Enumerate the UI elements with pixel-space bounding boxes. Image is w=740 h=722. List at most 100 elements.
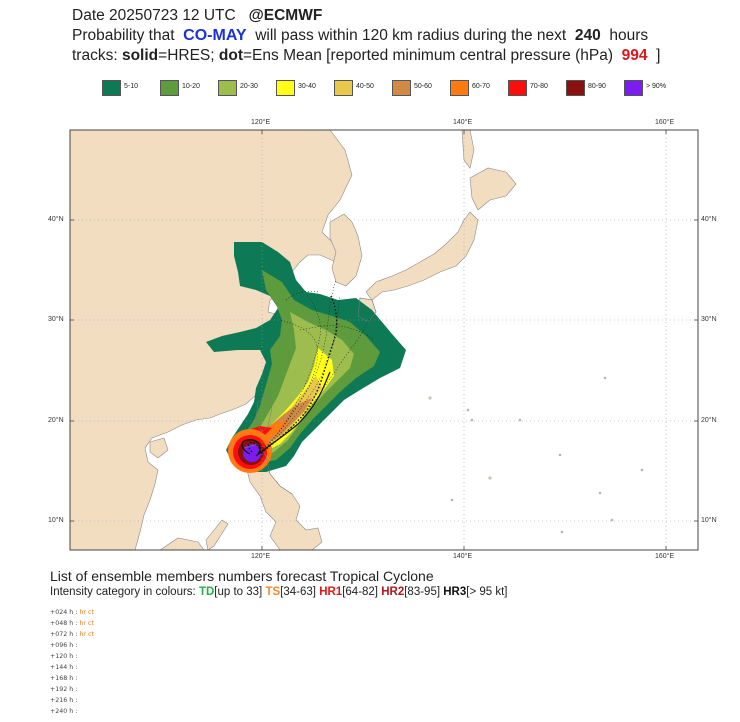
land-hainan [149,437,169,459]
hr2-label: HR2 [381,586,405,598]
member-row: +072 h : hr ct [50,630,94,639]
pressure-value: 994 [621,47,648,64]
ts-range: [34-63] [280,586,316,598]
row-lead: +216 h : [50,697,78,704]
solid-label: solid [121,47,159,64]
lon-label-bottom-120: 120°E [251,553,271,560]
row-lead: +096 h : [50,642,78,649]
hr1-range: [64-82] [342,586,379,598]
legend-label: 10-20 [182,83,200,90]
legend-label: 30-40 [298,83,316,90]
source-text: @ECMWF [248,7,323,24]
header-line-tracks: tracks: solid=HRES; dot=Ens Mean [report… [72,46,660,66]
member-row: +048 h : hr ct [50,619,94,628]
land-borneo [159,537,205,550]
map-frame [69,129,699,551]
lat-label-right-40: 40°N [701,216,717,223]
probability-shading [206,242,406,473]
row-lead: +120 h : [50,653,78,660]
hr3-label: HR3 [443,586,467,598]
lat-label-right-10: 10°N [701,517,717,524]
row-hr: hr [79,609,87,616]
legend-label: 80-90 [588,83,606,90]
land-pacific-islands [428,376,644,534]
legend-swatch [392,80,411,96]
legend-label: 20-30 [240,83,258,90]
row-ct: ct [88,631,94,638]
graticule [70,130,698,550]
row-lead: +144 h : [50,664,78,671]
lat-label-left-30: 30°N [48,316,64,323]
member-row: +096 h : [50,641,77,650]
row-ct: ct [88,620,94,627]
lat-label-left-40: 40°N [48,216,64,223]
member-row: +240 h : [50,707,77,716]
lat-label-right-30: 30°N [701,316,717,323]
hr2-range: [83-95] [404,586,441,598]
member-row: +168 h : [50,674,77,683]
axis-ticks [70,130,698,550]
lat-label-left-20: 20°N [48,417,64,424]
hours-value: 240 [574,27,601,44]
hres-track [241,371,331,457]
tracks-label: tracks: [72,47,118,64]
legend-swatch [624,80,643,96]
td-range: [up to 33] [214,586,263,598]
legend-label: 70-80 [530,83,548,90]
storm-name: CO-MAY [183,27,247,44]
td-label: TD [198,586,215,598]
land-sakhalin [461,130,475,169]
land-palawan [205,519,229,550]
ensmean-track [247,293,338,454]
intensity-legend-line: Intensity category in colours: TD[up to … [50,586,508,598]
row-hr: hr [79,631,87,638]
probability-prefix: Probability that [72,27,175,44]
legend-swatch [276,80,295,96]
member-row: +144 h : [50,663,77,672]
date-text: Date 20250723 12 UTC [72,7,236,24]
legend-swatch [508,80,527,96]
member-row: +192 h : [50,685,77,694]
header-line-probability: Probability that CO-MAY will pass within… [72,26,648,46]
lat-label-right-20: 20°N [701,417,717,424]
hres-label: =HRES; [158,47,215,64]
ensmean-label: =Ens Mean [reported minimum central pres… [243,47,614,64]
lon-label-top-160: 160°E [655,119,675,126]
probability-mid: will pass within 120 km radius during th… [255,27,567,44]
row-lead: +240 h : [50,708,78,715]
lon-label-bottom-160: 160°E [655,553,675,560]
coastline-overlay [243,297,377,495]
ensemble-tracks [257,279,375,453]
hr1-label: HR1 [319,586,343,598]
legend-swatch [102,80,121,96]
member-row: +216 h : [50,696,77,705]
row-lead: +192 h : [50,686,78,693]
legend-swatch [450,80,469,96]
intensity-prefix: Intensity category in colours: [50,586,196,598]
dot-label: dot [218,47,243,64]
row-lead: +168 h : [50,675,78,682]
row-lead: +048 h : [50,620,78,627]
legend-label: > 90% [646,83,667,90]
hr3-range: [> 95 kt] [466,586,508,598]
lat-label-left-10: 10°N [48,517,64,524]
member-row: +024 h : hr ct [50,608,94,617]
lon-label-top-140: 140°E [453,119,473,126]
lon-label-bottom-140: 140°E [453,553,473,560]
legend-swatch [566,80,585,96]
legend-swatch [334,80,353,96]
land-hokkaido [469,167,517,211]
row-lead: +072 h : [50,631,78,638]
row-ct: ct [88,609,94,616]
land-korea [329,213,363,287]
legend-swatch [218,80,237,96]
legend-swatch [160,80,179,96]
member-row: +120 h : [50,652,77,661]
legend-label: 50-60 [414,83,432,90]
header-line-date: Date 20250723 12 UTC @ECMWF [72,6,322,26]
hours-suffix: hours [609,27,649,44]
legend-label: 5-10 [124,83,139,90]
legend-label: 40-50 [356,83,374,90]
legend-label: 60-70 [472,83,490,90]
